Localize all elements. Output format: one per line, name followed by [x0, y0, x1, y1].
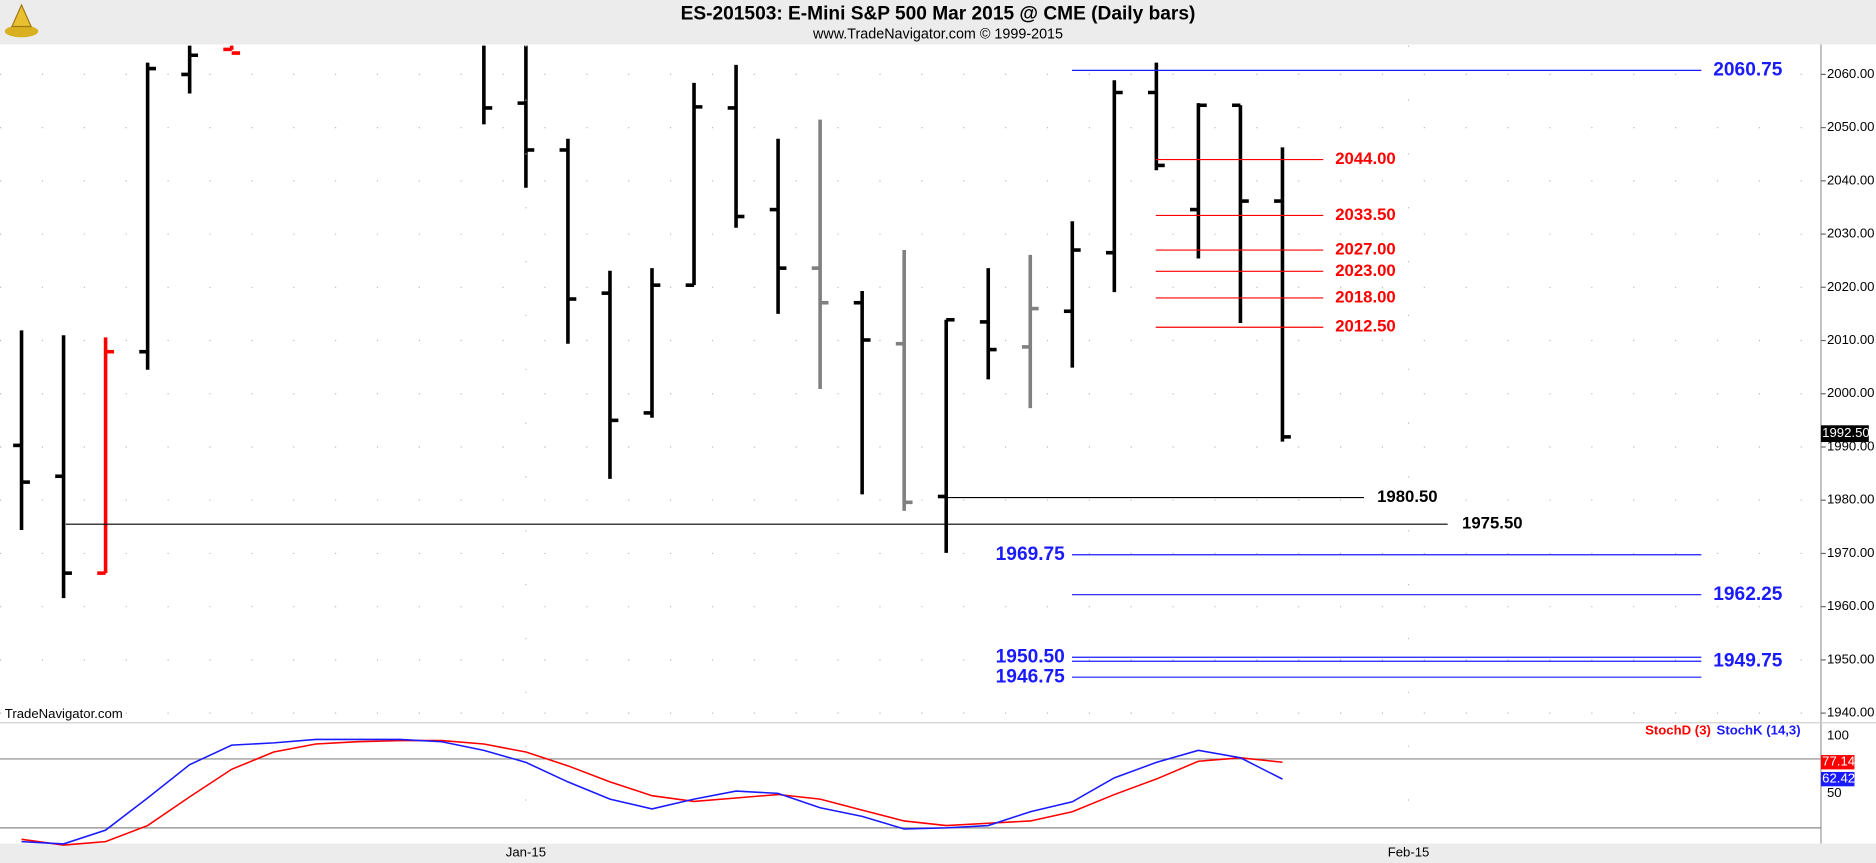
last-price-label: 1992.50	[1822, 425, 1870, 440]
stoch-line	[21, 739, 1283, 846]
last-value-label: 77.14	[1822, 754, 1855, 769]
stoch-tick-label: 100	[1827, 727, 1849, 742]
y-tick-label: 1940.00	[1827, 705, 1875, 720]
level-label: 2027.00	[1335, 239, 1396, 258]
y-tick-label: 2050.00	[1827, 119, 1875, 134]
legend-entry: StochD (3)	[1645, 723, 1711, 738]
level-label: 1950.50	[996, 646, 1065, 667]
y-tick-label: 2030.00	[1827, 226, 1875, 241]
level-label: 1946.75	[996, 666, 1065, 687]
chart-subtitle: www.TradeNavigator.com © 1999-2015	[812, 27, 1063, 43]
y-tick-label: 1980.00	[1827, 492, 1875, 507]
level-label: 2033.50	[1335, 205, 1396, 224]
stoch-tick-label: 50	[1827, 785, 1842, 800]
stoch-line	[21, 738, 1283, 845]
y-tick-label: 2040.00	[1827, 172, 1875, 187]
level-label: 1949.75	[1713, 650, 1782, 671]
y-tick-label: 1960.00	[1827, 598, 1875, 613]
y-tick-label: 1970.00	[1827, 545, 1875, 560]
level-label: 2023.00	[1335, 261, 1396, 280]
y-tick-label: 2060.00	[1827, 66, 1875, 81]
level-label: 1980.50	[1377, 487, 1438, 506]
legend-entry: StochK (14,3)	[1717, 723, 1801, 738]
last-price-box	[1820, 425, 1869, 443]
last-value-box	[1820, 755, 1855, 770]
y-tick-label: 2000.00	[1827, 385, 1875, 400]
watermark: TradeNavigator.com	[5, 706, 123, 721]
y-tick-label: 1990.00	[1827, 438, 1875, 453]
level-label: 2012.50	[1335, 317, 1396, 336]
level-label: 1962.25	[1713, 584, 1782, 605]
y-tick-label: 1950.00	[1827, 651, 1875, 666]
plot-area	[0, 44, 1876, 844]
price-panel	[13, 45, 1291, 599]
level-label: 2060.75	[1713, 59, 1782, 80]
last-value-box	[1820, 771, 1855, 787]
level-label: 2018.00	[1335, 287, 1396, 306]
chart-title: ES-201503: E-Mini S&P 500 Mar 2015 @ CME…	[681, 4, 1196, 25]
logo	[4, 3, 39, 38]
y-tick-label: 2010.00	[1827, 332, 1875, 347]
y-tick-label: 2020.00	[1827, 279, 1875, 294]
level-label: 1969.75	[996, 544, 1065, 565]
x-tick-label: Feb-15	[1388, 845, 1430, 860]
level-label: 2044.00	[1335, 149, 1396, 168]
level-label: 1975.50	[1462, 514, 1523, 533]
last-value-label: 62.42	[1822, 771, 1855, 786]
x-tick-label: Jan-15	[506, 845, 546, 860]
